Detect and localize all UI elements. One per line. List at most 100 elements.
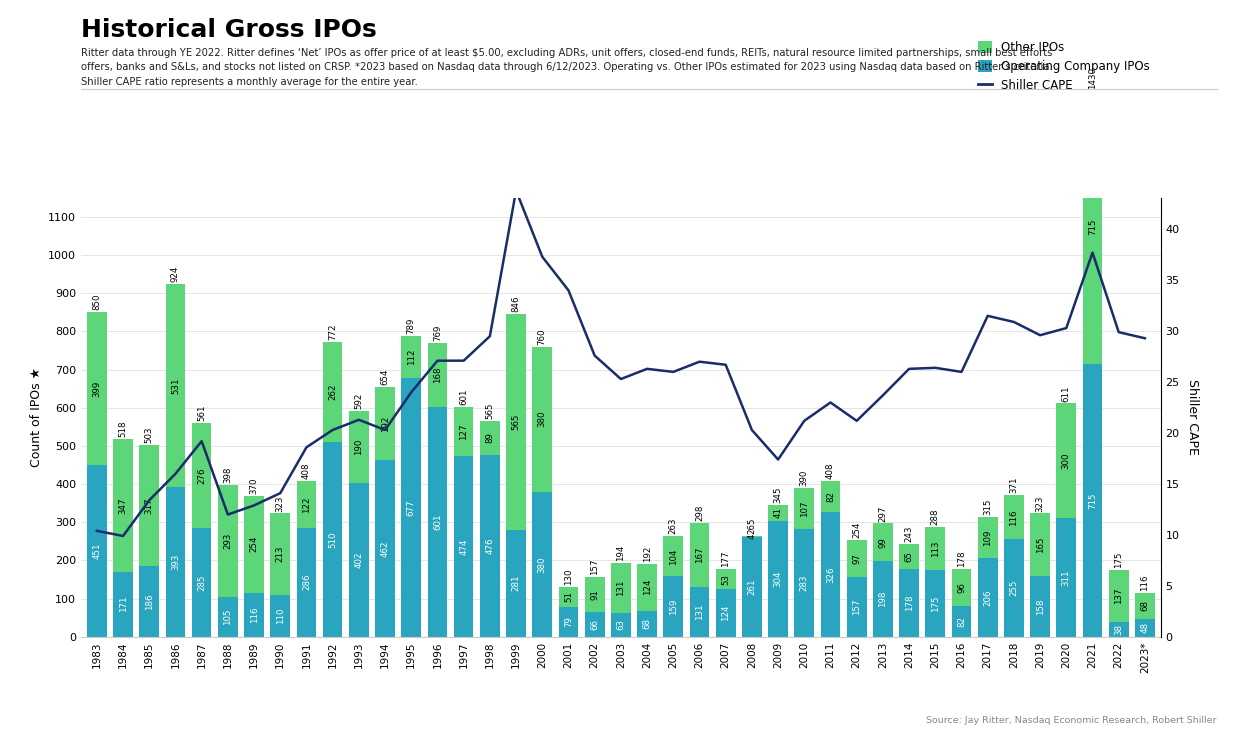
Bar [690, 587, 709, 637]
Bar [349, 483, 368, 637]
Text: 255: 255 [1010, 580, 1018, 597]
Bar [559, 607, 578, 637]
Text: 715: 715 [1088, 219, 1097, 236]
Text: 178: 178 [957, 550, 966, 567]
Bar [1083, 91, 1102, 364]
Text: 293: 293 [223, 533, 232, 549]
Text: 380: 380 [538, 556, 547, 572]
Text: 262: 262 [328, 384, 337, 400]
Text: 79: 79 [564, 616, 573, 627]
Text: 760: 760 [538, 328, 547, 345]
Text: 105: 105 [223, 608, 232, 625]
Text: 408: 408 [826, 463, 835, 479]
Text: 131: 131 [617, 580, 625, 596]
Bar [743, 536, 761, 537]
Bar [1136, 592, 1154, 619]
Y-axis label: Shiller CAPE: Shiller CAPE [1186, 379, 1199, 455]
Text: 474: 474 [459, 538, 468, 555]
Text: Source: Jay Ritter, Nasdaq Economic Research, Robert Shiller: Source: Jay Ritter, Nasdaq Economic Rese… [926, 716, 1217, 725]
Bar [978, 559, 997, 637]
Bar [140, 445, 158, 566]
Text: 53: 53 [721, 574, 730, 585]
Text: 789: 789 [407, 317, 416, 334]
Text: 96: 96 [957, 582, 966, 593]
Text: 393: 393 [171, 553, 180, 570]
Bar [533, 492, 552, 637]
Text: 65: 65 [905, 551, 914, 562]
Text: 206: 206 [983, 589, 992, 606]
Text: 186: 186 [145, 593, 154, 610]
Bar [1031, 513, 1050, 577]
Text: 157: 157 [590, 559, 599, 575]
Text: 654: 654 [381, 369, 389, 385]
Bar [821, 512, 840, 637]
Bar [952, 569, 971, 605]
Bar [847, 539, 866, 577]
Bar [114, 572, 132, 637]
Text: 715: 715 [1088, 492, 1097, 509]
Bar [480, 421, 499, 455]
Text: 370: 370 [250, 477, 258, 493]
Bar [926, 527, 945, 570]
Bar [1057, 403, 1076, 518]
Text: 924: 924 [171, 266, 180, 282]
Bar [218, 597, 237, 637]
Text: 158: 158 [1036, 599, 1045, 615]
Text: 107: 107 [800, 500, 809, 517]
Bar [1109, 570, 1128, 622]
Text: 531: 531 [171, 377, 180, 394]
Bar [1083, 364, 1102, 637]
Text: 304: 304 [774, 570, 782, 587]
Text: 288: 288 [931, 509, 940, 525]
Text: 592: 592 [354, 392, 363, 409]
Text: 850: 850 [92, 294, 101, 310]
Legend: Other IPOs, Operating Company IPOs, Shiller CAPE: Other IPOs, Operating Company IPOs, Shil… [973, 37, 1154, 97]
Bar [612, 613, 630, 637]
Text: 168: 168 [433, 367, 442, 384]
Text: 194: 194 [617, 545, 625, 561]
Text: 254: 254 [852, 521, 861, 538]
Bar [297, 528, 316, 637]
Text: 263: 263 [669, 518, 678, 534]
Bar [795, 529, 814, 637]
Text: 109: 109 [983, 529, 992, 545]
Text: 462: 462 [381, 540, 389, 557]
Bar [166, 284, 185, 487]
Text: 315: 315 [983, 498, 992, 515]
Text: 286: 286 [302, 574, 311, 591]
Bar [1031, 577, 1050, 637]
Text: 276: 276 [197, 467, 206, 484]
Text: 611: 611 [1062, 385, 1071, 402]
Text: 127: 127 [459, 423, 468, 440]
Bar [87, 313, 106, 465]
Text: 565: 565 [485, 403, 494, 419]
Text: 323: 323 [276, 495, 285, 512]
Bar [1109, 622, 1128, 637]
Bar [1136, 619, 1154, 637]
Text: Ritter data through YE 2022. Ritter defines ‘Net’ IPOs as offer price of at leas: Ritter data through YE 2022. Ritter defi… [81, 48, 1052, 58]
Text: 265: 265 [748, 518, 756, 534]
Text: 476: 476 [485, 538, 494, 554]
Bar [926, 570, 945, 637]
Bar [454, 456, 473, 637]
Text: 104: 104 [669, 548, 678, 564]
Bar [1005, 495, 1023, 539]
Text: 99: 99 [879, 537, 887, 548]
Bar [402, 335, 421, 378]
Text: 561: 561 [197, 404, 206, 421]
Text: 171: 171 [119, 596, 127, 613]
Bar [192, 422, 211, 528]
Bar [271, 513, 290, 595]
Text: 167: 167 [695, 547, 704, 563]
Text: 51: 51 [564, 591, 573, 602]
Text: 254: 254 [250, 536, 258, 552]
Bar [821, 481, 840, 512]
Bar [480, 455, 499, 637]
Text: 82: 82 [957, 616, 966, 627]
Text: 565: 565 [512, 414, 520, 430]
Bar [769, 520, 787, 637]
Text: 82: 82 [826, 491, 835, 502]
Text: 402: 402 [354, 552, 363, 568]
Bar [428, 407, 447, 637]
Text: 283: 283 [800, 575, 809, 591]
